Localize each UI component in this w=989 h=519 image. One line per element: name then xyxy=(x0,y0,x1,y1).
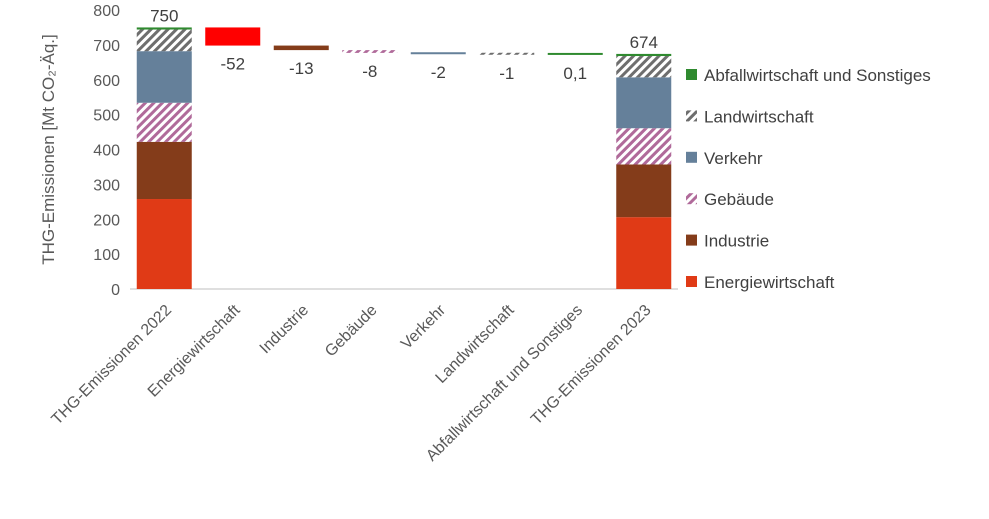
bar-segment-abfallwirtschaft-und-sonstiges-start xyxy=(136,27,192,30)
data-label-gebaeude: -8 xyxy=(362,62,377,81)
bar-segment-energiewirtschaft-end xyxy=(616,217,672,289)
y-tick-label: 700 xyxy=(93,38,120,55)
legend-label-verkehr: Verkehr xyxy=(704,149,763,168)
bar-segment-landwirtschaft-end xyxy=(616,56,672,78)
y-tick-label: 600 xyxy=(93,73,120,90)
y-axis-label: THG-Emissionen [Mt CO₂-Äq.] xyxy=(39,34,58,264)
data-label-industrie: -13 xyxy=(289,59,314,78)
category-label-verkehr: Verkehr xyxy=(398,301,449,352)
legend-swatch-industrie xyxy=(686,234,697,246)
y-tick-label: 0 xyxy=(111,282,120,299)
legend-label-abfallwirtschaft-und-sonstiges: Abfallwirtschaft und Sonstiges xyxy=(704,66,931,85)
legend-swatch-landwirtschaft xyxy=(686,110,697,122)
category-label-gebaeude: Gebäude xyxy=(322,302,381,361)
bar-segment-verkehr-start xyxy=(136,51,192,103)
data-label-abfallwirtschaft-und-sonstiges: 0,1 xyxy=(563,64,587,83)
change-bar-verkehr xyxy=(410,52,466,55)
category-label-thg-emissionen-2022: THG-Emissionen 2022 xyxy=(49,302,176,429)
legend-label-energiewirtschaft: Energiewirtschaft xyxy=(704,273,835,292)
category-label-industrie: Industrie xyxy=(257,302,312,357)
data-label-thg-emissionen-2023: 674 xyxy=(630,33,658,52)
data-label-verkehr: -2 xyxy=(431,63,446,82)
change-bar-landwirtschaft xyxy=(479,52,535,55)
y-tick-label: 100 xyxy=(93,247,120,264)
y-tick-label: 400 xyxy=(93,143,120,160)
bar-segment-abfallwirtschaft-und-sonstiges-end xyxy=(616,53,672,57)
bar-segment-landwirtschaft-start xyxy=(136,29,192,52)
legend: Abfallwirtschaft und Sonstiges Landwirtsc… xyxy=(686,66,931,292)
category-label-thg-emissionen-2023: THG-Emissionen 2023 xyxy=(528,302,655,429)
bar-segment-verkehr-end xyxy=(616,77,672,129)
legend-label-industrie: Industrie xyxy=(704,232,769,251)
legend-label-gebaeude: Gebäude xyxy=(704,190,774,209)
bar-segment-energiewirtschaft-start xyxy=(136,199,192,289)
change-bar-gebaeude xyxy=(342,50,398,53)
legend-swatch-verkehr xyxy=(686,151,697,163)
y-tick-label: 500 xyxy=(93,108,120,125)
data-label-landwirtschaft: -1 xyxy=(499,64,514,83)
legend-swatch-abfallwirtschaft-und-sonstiges xyxy=(686,69,697,80)
legend-swatch-energiewirtschaft xyxy=(686,276,697,287)
bar-segment-gebaeude-end xyxy=(616,128,672,165)
bar-segment-industrie-start xyxy=(136,141,192,200)
change-bar-industrie xyxy=(273,45,329,51)
bar-segment-gebaeude-start xyxy=(136,102,192,142)
legend-label-landwirtschaft: Landwirtschaft xyxy=(704,107,814,126)
y-tick-label: 800 xyxy=(93,3,120,20)
data-label-thg-emissionen-2022: 750 xyxy=(150,6,178,25)
y-tick-label: 200 xyxy=(93,212,120,229)
data-label-energiewirtschaft: -52 xyxy=(220,55,245,74)
y-tick-label: 300 xyxy=(93,177,120,194)
legend-swatch-gebaeude xyxy=(686,193,697,205)
change-bar-energiewirtschaft xyxy=(205,27,261,46)
bar-segment-industrie-end xyxy=(616,164,672,218)
change-bar-abfallwirtschaft-und-sonstiges xyxy=(547,52,603,55)
